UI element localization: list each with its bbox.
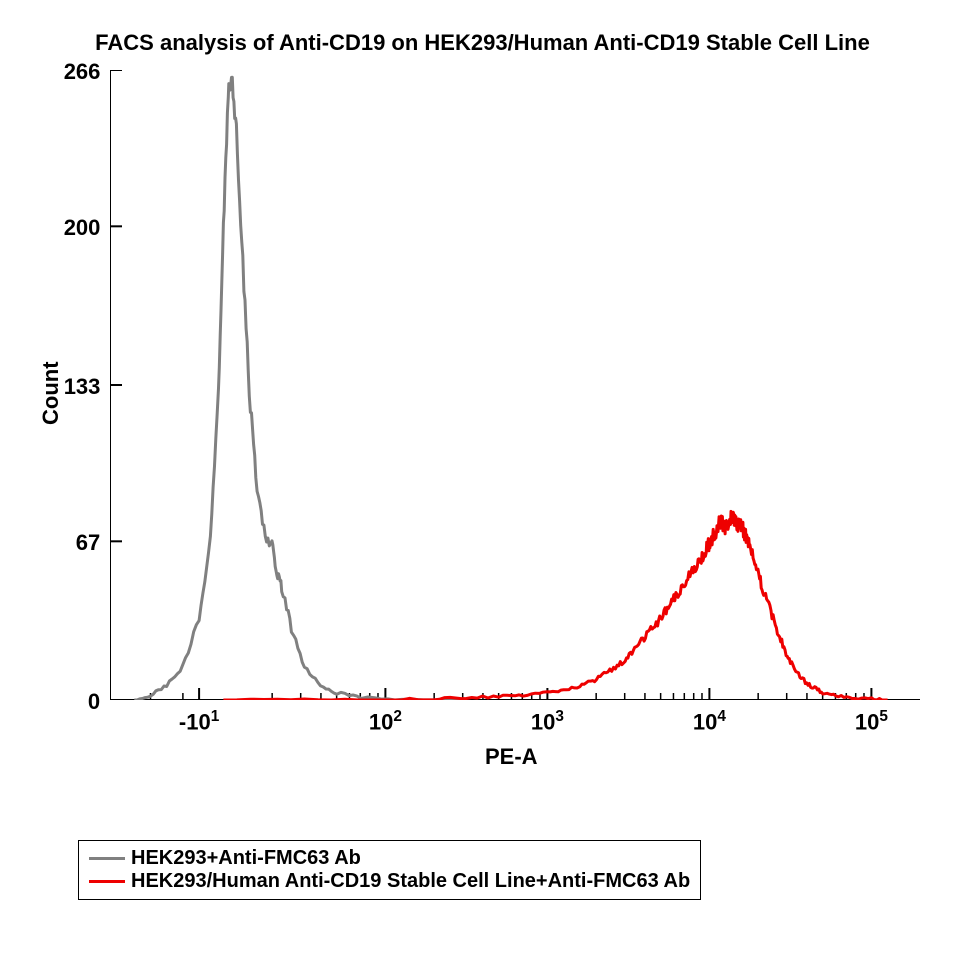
legend-label: HEK293/Human Anti-CD19 Stable Cell Line+… — [131, 870, 690, 893]
tick-label: 133 — [64, 374, 101, 400]
tick-label: 266 — [64, 59, 101, 85]
legend: HEK293+Anti-FMC63 AbHEK293/Human Anti-CD… — [78, 840, 701, 900]
tick-label: 0 — [88, 689, 100, 715]
legend-item: HEK293+Anti-FMC63 Ab — [89, 847, 690, 870]
chart-title: FACS analysis of Anti-CD19 on HEK293/Hum… — [0, 30, 965, 56]
series-line — [223, 511, 887, 700]
histogram-plot — [110, 70, 920, 700]
y-axis-label: Count — [38, 361, 64, 425]
tick-label: 104 — [693, 708, 726, 735]
tick-label: 105 — [855, 708, 888, 735]
tick-label: -101 — [179, 708, 219, 735]
legend-swatch — [89, 857, 125, 860]
legend-swatch — [89, 880, 125, 883]
tick-label: 67 — [76, 530, 100, 556]
tick-label: 102 — [369, 708, 402, 735]
legend-label: HEK293+Anti-FMC63 Ab — [131, 847, 361, 870]
x-axis-label: PE-A — [485, 744, 538, 770]
tick-label: 200 — [64, 215, 101, 241]
legend-item: HEK293/Human Anti-CD19 Stable Cell Line+… — [89, 870, 690, 893]
tick-label: 103 — [531, 708, 564, 735]
series-line — [134, 77, 466, 700]
